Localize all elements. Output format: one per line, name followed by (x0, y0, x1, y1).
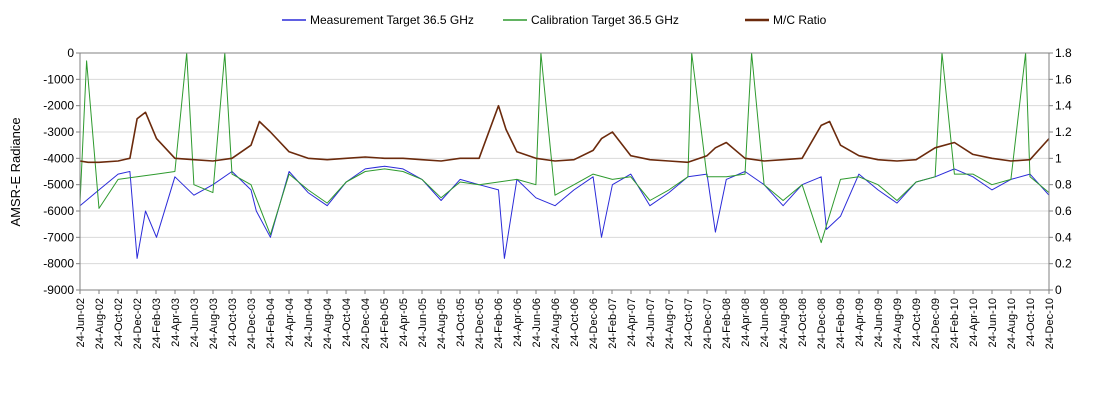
x-tick-label: 24-Oct-05 (455, 298, 467, 347)
y-tick-label: -9000 (43, 283, 74, 297)
y2-tick-label: 0.6 (1055, 204, 1072, 218)
x-tick-label: 24-Aug-10 (1006, 298, 1018, 349)
x-tick-label: 24-Jun-09 (873, 298, 885, 348)
x-tick-label: 24-Aug-06 (550, 298, 562, 349)
x-tick-label: 24-Aug-08 (778, 298, 790, 349)
x-tick-label: 24-Dec-07 (702, 298, 714, 349)
x-tick-label: 24-Feb-08 (721, 298, 733, 349)
legend-label-calibration: Calibration Target 36.5 GHz (531, 13, 679, 27)
series-calibration-line (79, 52, 1050, 244)
y-tick-label: -7000 (43, 230, 74, 244)
x-tick-label: 24-Feb-03 (151, 298, 163, 349)
x-tick-label: 24-Dec-02 (132, 298, 144, 349)
x-tick-label: 24-Dec-06 (588, 298, 600, 349)
x-tick-label: 24-Oct-04 (341, 298, 353, 347)
x-tick-label: 24-Feb-09 (835, 298, 847, 349)
x-tick-label: 24-Jun-03 (189, 298, 201, 348)
y2-tick-label: 0 (1055, 283, 1062, 297)
x-tick-label: 24-Oct-03 (227, 298, 239, 347)
y-tick-label: 0 (67, 46, 74, 60)
x-tick-label: 24-Aug-07 (664, 298, 676, 349)
series-measurement-line (79, 165, 1050, 259)
x-tick-label: 24-Apr-04 (284, 298, 296, 347)
y2-tick-label: 0.8 (1055, 178, 1072, 192)
x-tick-label: 24-Jun-06 (531, 298, 543, 348)
x-tick-label: 24-Dec-08 (816, 298, 828, 349)
x-tick-label: 24-Dec-04 (360, 298, 372, 349)
x-tick-label: 24-Apr-05 (398, 298, 410, 347)
y2-tick-label: 1.6 (1055, 72, 1072, 86)
x-tick-label: 24-Jun-04 (303, 298, 315, 348)
x-tick-label: 24-Feb-05 (379, 298, 391, 349)
y2-tick-label: 0.4 (1055, 230, 1072, 244)
legend-label-measurement: Measurement Target 36.5 GHz (310, 13, 474, 27)
x-tick-label: 24-Aug-05 (436, 298, 448, 349)
x-tick-label: 24-Apr-06 (512, 298, 524, 347)
y2-tick-label: 1.8 (1055, 46, 1072, 60)
y2-tick-label: 1.4 (1055, 99, 1072, 113)
x-tick-label: 24-Dec-05 (474, 298, 486, 349)
left-y-axis: 0 -1000 -2000 -3000 -4000 -5000 -6000 -7000 -800… (43, 46, 80, 297)
right-y-axis: 1.8 1.6 1.4 1.2 1 0.8 0.6 0.4 0.2 0 (1049, 46, 1072, 297)
legend: Measurement Target 36.5 GHz Calibration … (282, 13, 827, 27)
x-tick-label: 24-Feb-04 (265, 298, 277, 349)
x-tick-label: 24-Oct-06 (569, 298, 581, 347)
x-tick-label: 24-Dec-09 (930, 298, 942, 349)
x-tick-label: 24-Apr-07 (626, 298, 638, 347)
x-tick-label: 24-Feb-06 (493, 298, 505, 349)
x-tick-label: 24-Oct-10 (1025, 298, 1037, 347)
y-tick-label: -4000 (43, 151, 74, 165)
x-tick-label: 24-Apr-09 (854, 298, 866, 347)
y2-tick-label: 1.2 (1055, 125, 1072, 139)
x-tick-label: 24-Oct-02 (113, 298, 125, 347)
y2-tick-label: 0.2 (1055, 257, 1072, 271)
series-mc-ratio-line (79, 104, 1050, 164)
x-tick-label: 24-Aug-09 (892, 298, 904, 349)
x-tick-label: 24-Apr-08 (740, 298, 752, 347)
x-tick-label: 24-Jun-05 (417, 298, 429, 348)
gridlines (80, 52, 1049, 291)
x-tick-label: 24-Jun-08 (759, 298, 771, 348)
y-tick-label: -5000 (43, 178, 74, 192)
plot-area-border (79, 52, 1050, 291)
x-tick-label: 24-Feb-10 (949, 298, 961, 349)
series-layer (79, 52, 1050, 259)
y-tick-label: -2000 (43, 99, 74, 113)
x-tick-label: 24-Feb-07 (607, 298, 619, 349)
x-tick-label: 24-Apr-10 (968, 298, 980, 347)
x-tick-label: 24-Aug-02 (94, 298, 106, 349)
y-tick-label: -8000 (43, 257, 74, 271)
y-tick-label: -6000 (43, 204, 74, 218)
legend-label-mc-ratio: M/C Ratio (773, 13, 827, 27)
x-tick-label: 24-Aug-04 (322, 298, 334, 349)
y-tick-label: -1000 (43, 72, 74, 86)
x-tick-label: 24-Dec-03 (246, 298, 258, 349)
x-axis: 24-Jun-02 24-Aug-02 24-Oct-02 24-Dec-02 24-F… (75, 290, 1056, 349)
y-axis-title: AMSR-E Radiance (8, 117, 23, 226)
x-tick-label: 24-Oct-07 (683, 298, 695, 347)
x-tick-label: 24-Jun-07 (645, 298, 657, 348)
y2-tick-label: 1 (1055, 151, 1062, 165)
x-tick-label: 24-Apr-03 (170, 298, 182, 347)
x-tick-label: 24-Oct-08 (797, 298, 809, 347)
x-tick-label: 24-Aug-03 (208, 298, 220, 349)
x-tick-label: 24-Dec-10 (1044, 298, 1056, 349)
x-tick-label: 24-Jun-02 (75, 298, 87, 348)
x-tick-label: 24-Jun-10 (987, 298, 999, 348)
y-tick-label: -3000 (43, 125, 74, 139)
x-tick-label: 24-Oct-09 (911, 298, 923, 347)
